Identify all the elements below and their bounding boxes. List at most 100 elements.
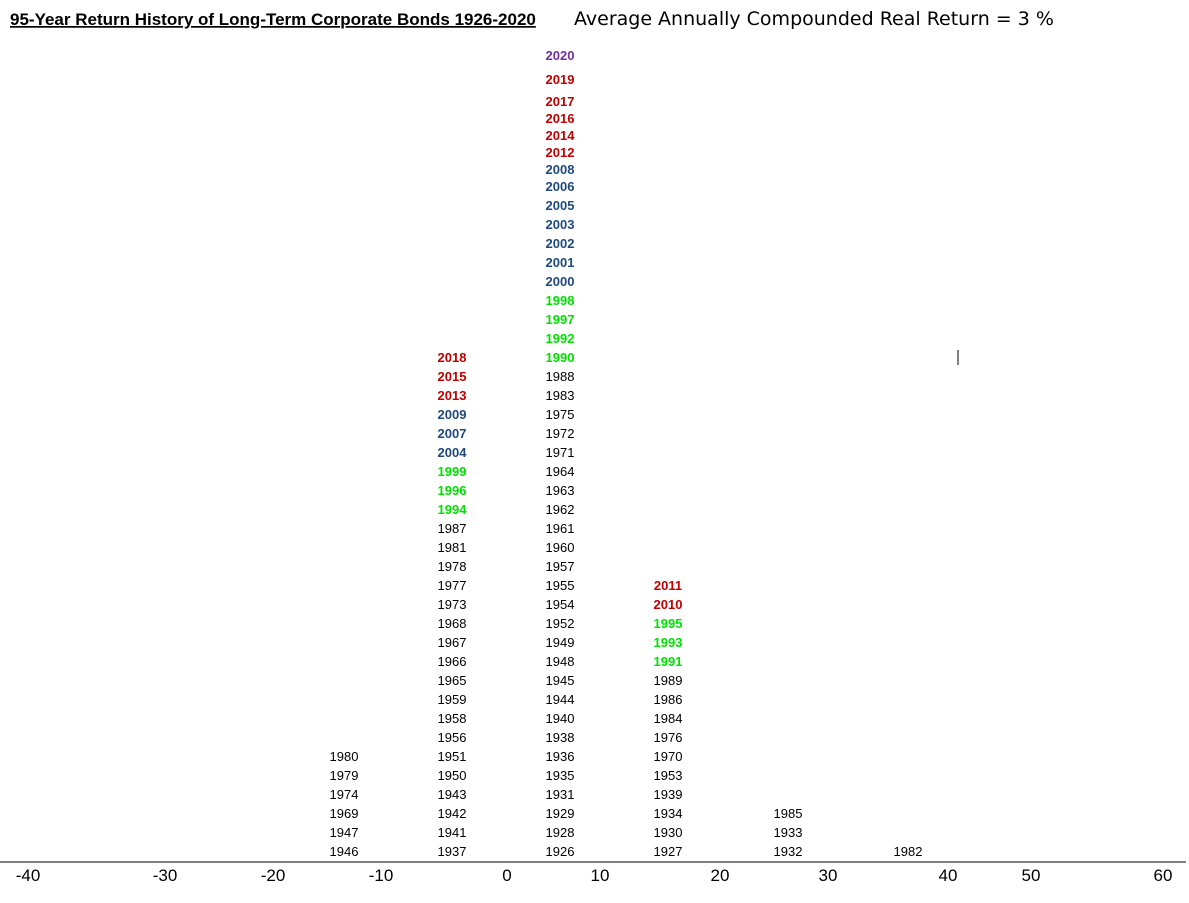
x-tick-label: 20 [711, 866, 730, 885]
year-label: 1933 [774, 825, 803, 840]
year-label: 1975 [546, 407, 575, 422]
chart-subtitle: Average Annually Compounded Real Return … [574, 8, 1054, 30]
x-tick-label: -20 [261, 866, 286, 885]
year-label: 2003 [546, 217, 575, 232]
year-label: 1944 [546, 692, 575, 707]
year-label: 1946 [330, 844, 359, 859]
year-label: 1959 [438, 692, 467, 707]
x-tick-label: 50 [1022, 866, 1041, 885]
year-label: 2002 [546, 236, 575, 251]
year-label: 1938 [546, 730, 575, 745]
year-label: 2017 [546, 94, 575, 109]
year-label: 1930 [654, 825, 683, 840]
year-label: 1979 [330, 768, 359, 783]
year-label: 1998 [546, 293, 575, 308]
year-label: 1941 [438, 825, 467, 840]
year-label: 2018 [438, 350, 467, 365]
year-label: 2000 [546, 274, 575, 289]
x-tick-label: 0 [502, 866, 511, 885]
x-tick-label: -40 [16, 866, 41, 885]
year-label: 1943 [438, 787, 467, 802]
year-label: 1984 [654, 711, 683, 726]
bin-column: 1937 1941 1942 1943 1950 1951 1956 1958 1959 1965… [438, 350, 468, 859]
year-label: 1976 [654, 730, 683, 745]
year-label: 1986 [654, 692, 683, 707]
year-label: 1952 [546, 616, 575, 631]
year-label: 1963 [546, 483, 575, 498]
year-label: 1956 [438, 730, 467, 745]
year-label: 1974 [330, 787, 359, 802]
x-tick-label: -30 [153, 866, 178, 885]
year-label: 2009 [438, 407, 467, 422]
year-label: 1978 [438, 559, 467, 574]
year-label: 1951 [438, 749, 467, 764]
year-label: 2013 [438, 388, 467, 403]
year-label: 1961 [546, 521, 575, 536]
year-label: 1964 [546, 464, 575, 479]
year-label: 1980 [330, 749, 359, 764]
year-label: 1927 [654, 844, 683, 859]
year-label: 1929 [546, 806, 575, 821]
year-label: 1926 [546, 844, 575, 859]
year-label: 2007 [438, 426, 467, 441]
year-label: 1971 [546, 445, 575, 460]
year-label: 1981 [438, 540, 467, 555]
year-label: 2008 [546, 162, 575, 177]
year-label: 1996 [438, 483, 467, 498]
year-label: 1985 [774, 806, 803, 821]
year-label: 1957 [546, 559, 575, 574]
year-label: 1934 [654, 806, 683, 821]
bin-column: 1926 1928 1929 1931 1935 1936 1938 1940 1944 1945… [546, 48, 576, 859]
x-tick-label: -10 [369, 866, 394, 885]
year-label: 1953 [654, 768, 683, 783]
year-label: 1995 [654, 616, 683, 631]
year-label: 1968 [438, 616, 467, 631]
year-label: 2019 [546, 72, 575, 87]
year-label: 1969 [330, 806, 359, 821]
year-label: 1962 [546, 502, 575, 517]
year-label: 1994 [438, 502, 468, 517]
x-tick-label: 60 [1154, 866, 1173, 885]
x-tick-label: 30 [819, 866, 838, 885]
year-label: 1960 [546, 540, 575, 555]
year-label: 1950 [438, 768, 467, 783]
year-label: 2012 [546, 145, 575, 160]
year-label: 1983 [546, 388, 575, 403]
year-label: 1954 [546, 597, 575, 612]
year-label: 2004 [438, 445, 468, 460]
year-label: 2010 [654, 597, 683, 612]
chart-title: 95-Year Return History of Long-Term Corp… [10, 10, 536, 29]
year-label: 2020 [546, 48, 575, 63]
year-label: 1958 [438, 711, 467, 726]
year-label: 1947 [330, 825, 359, 840]
year-label: 2001 [546, 255, 575, 270]
year-label: 1966 [438, 654, 467, 669]
year-label: 1939 [654, 787, 683, 802]
year-label: 1990 [546, 350, 575, 365]
year-label: 1937 [438, 844, 467, 859]
year-label: 1949 [546, 635, 575, 650]
year-label: 1935 [546, 768, 575, 783]
year-label: 1948 [546, 654, 575, 669]
bin-column: 1932 1933 1985 [774, 806, 803, 859]
year-label: 1982 [894, 844, 923, 859]
x-tick-label: 40 [939, 866, 958, 885]
bin-column: 1927 1930 1934 1939 1953 1970 1976 1984 1986 1989… [654, 578, 683, 859]
histogram-bins: 1946 1947 1969 1974 1979 1980 1937 1941 1942 1943… [330, 48, 923, 859]
year-label: 2014 [546, 128, 576, 143]
year-label: 1942 [438, 806, 467, 821]
year-label: 1973 [438, 597, 467, 612]
year-label: 1989 [654, 673, 683, 688]
year-label: 1955 [546, 578, 575, 593]
year-label: 1931 [546, 787, 575, 802]
year-label: 1940 [546, 711, 575, 726]
year-label: 1997 [546, 312, 575, 327]
year-label: 2005 [546, 198, 575, 213]
year-label: 2016 [546, 111, 575, 126]
bin-column: 1946 1947 1969 1974 1979 1980 [330, 749, 359, 859]
year-label: 1945 [546, 673, 575, 688]
year-label: 1936 [546, 749, 575, 764]
year-label: 1928 [546, 825, 575, 840]
year-label: 1965 [438, 673, 467, 688]
